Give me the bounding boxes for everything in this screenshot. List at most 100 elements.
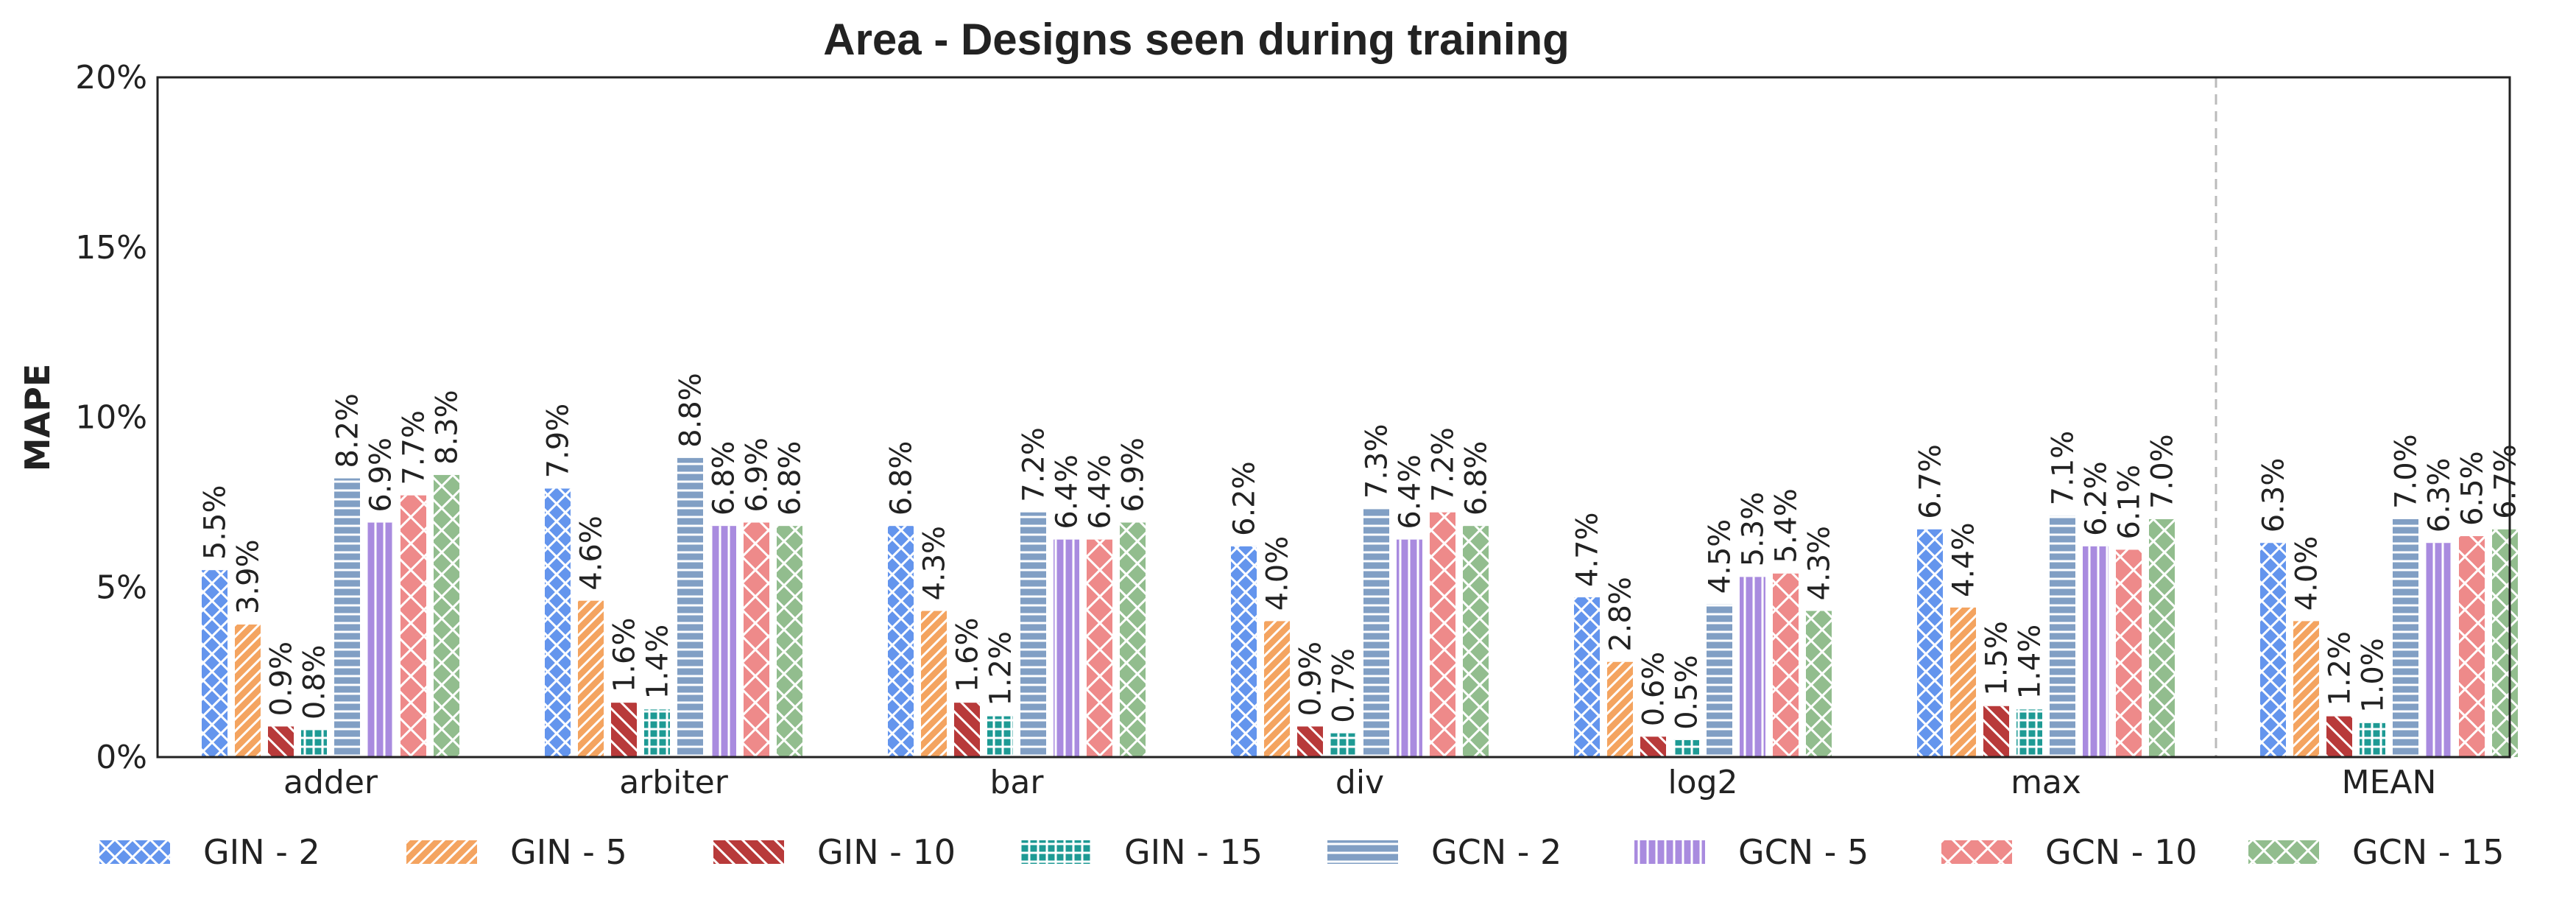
bar: [2293, 621, 2319, 757]
bar-hatch: [1264, 621, 1290, 757]
data-label: 6.9%: [364, 437, 398, 513]
bar-hatch: [1120, 522, 1146, 757]
data-label: 1.2%: [2323, 631, 2357, 706]
bar-hatch: [1020, 512, 1046, 757]
data-label: 4.3%: [1803, 526, 1837, 601]
bar-hatch: [2426, 543, 2452, 757]
data-label: 4.5%: [1704, 519, 1737, 594]
data-label: 1.4%: [641, 625, 675, 700]
bar-hatch: [2116, 549, 2142, 757]
bar-hatch: [2083, 546, 2109, 757]
legend-swatch-hatch: [2248, 840, 2319, 864]
data-label: 5.3%: [1737, 492, 1771, 567]
bar: [1463, 526, 1489, 757]
data-label: 4.6%: [575, 516, 609, 591]
data-labels: 5.5%3.9%0.9% 0.8%8.2%6.9% 7.7% 8.3% 7.9%4.6%…: [199, 373, 2523, 730]
bar-hatch: [1707, 604, 1732, 757]
y-tick-label: 10%: [75, 399, 147, 437]
data-label: 8.2%: [331, 393, 365, 468]
legend-swatch-hatch: [1020, 840, 1091, 864]
bar-hatch: [268, 726, 294, 757]
bar: [268, 726, 294, 757]
bar-hatch: [644, 709, 670, 757]
bar: [334, 478, 360, 757]
x-tick-label: div: [1335, 764, 1384, 801]
bar-hatch: [987, 716, 1013, 757]
bar: [1983, 706, 2009, 757]
y-tick-label: 5%: [96, 569, 147, 606]
x-axis-ticks: adder arbiter bar div log2 max MEAN: [283, 764, 2436, 801]
bar-hatch: [545, 488, 571, 757]
data-label: 7.2%: [1017, 427, 1051, 502]
bar: [744, 522, 769, 757]
data-label: 2.8%: [1604, 577, 1638, 652]
legend-label: GIN - 5: [510, 832, 627, 872]
data-label: 0.8%: [298, 644, 332, 720]
data-label: 5.4%: [1770, 488, 1804, 563]
y-tick-label: 0%: [96, 739, 147, 776]
data-label: 6.4%: [1051, 454, 1084, 530]
bar-hatch: [1297, 726, 1323, 757]
bar: [1231, 546, 1257, 757]
bar-hatch: [1673, 739, 1699, 757]
bar: [2492, 529, 2518, 757]
bar-hatch: [2149, 518, 2175, 757]
data-label: 7.3%: [1361, 423, 1394, 499]
bars: [202, 457, 2518, 757]
bar-hatch: [1330, 733, 1356, 757]
legend-item: GIN - 10: [713, 832, 956, 872]
bar-hatch: [235, 625, 261, 757]
bar: [1330, 733, 1356, 757]
bar: [677, 457, 703, 757]
data-label: 1.2%: [984, 631, 1018, 706]
bar: [1297, 726, 1323, 757]
bar-hatch: [1607, 661, 1633, 757]
bar-hatch: [2293, 621, 2319, 757]
bar: [1640, 736, 1666, 757]
bar: [777, 526, 802, 757]
y-tick-label: 20%: [75, 59, 147, 96]
bar-hatch: [400, 495, 426, 757]
bar-hatch: [1054, 539, 1079, 757]
bar: [710, 526, 736, 757]
bar-hatch: [1983, 706, 2009, 757]
bar-hatch: [578, 600, 604, 757]
bar-hatch: [2016, 709, 2042, 757]
legend-item: GCN - 2: [1327, 832, 1562, 872]
bar: [921, 611, 947, 757]
bar-hatch: [2492, 529, 2518, 757]
bar: [1087, 539, 1112, 757]
data-label: 7.1%: [2047, 431, 2081, 506]
legend-item: GIN - 15: [1020, 832, 1263, 872]
data-label: 8.8%: [674, 373, 708, 448]
bar-hatch: [1806, 611, 1832, 757]
data-label: 6.4%: [1394, 454, 1428, 530]
bar: [644, 709, 670, 757]
data-label: 8.3%: [431, 390, 465, 465]
bar-hatch: [2050, 516, 2075, 757]
bar-hatch: [1640, 736, 1666, 757]
data-label: 1.5%: [1980, 621, 2014, 696]
bar: [578, 600, 604, 757]
data-label: 6.3%: [2423, 458, 2457, 533]
y-axis-ticks: 0% 5% 10% 15% 20%: [75, 59, 147, 776]
data-label: 6.9%: [1117, 437, 1151, 513]
bar: [888, 526, 914, 757]
bar-hatch: [1231, 546, 1257, 757]
bar: [1673, 739, 1699, 757]
bar-hatch: [1363, 509, 1389, 757]
data-label: 6.7%: [2489, 444, 2523, 519]
bar-hatch: [367, 522, 393, 757]
legend-label: GIN - 2: [203, 832, 320, 872]
legend-item: GIN - 2: [99, 832, 320, 872]
bar: [1740, 577, 1765, 757]
data-label: 6.9%: [741, 437, 774, 513]
bar-hatch: [1574, 597, 1600, 757]
legend-label: GCN - 10: [2045, 832, 2198, 872]
data-label: 6.3%: [2257, 458, 2291, 533]
bar: [2260, 543, 2286, 757]
data-label: 6.1%: [2113, 465, 2147, 540]
bar: [987, 716, 1013, 757]
bar: [1806, 611, 1832, 757]
bar: [1363, 509, 1389, 757]
